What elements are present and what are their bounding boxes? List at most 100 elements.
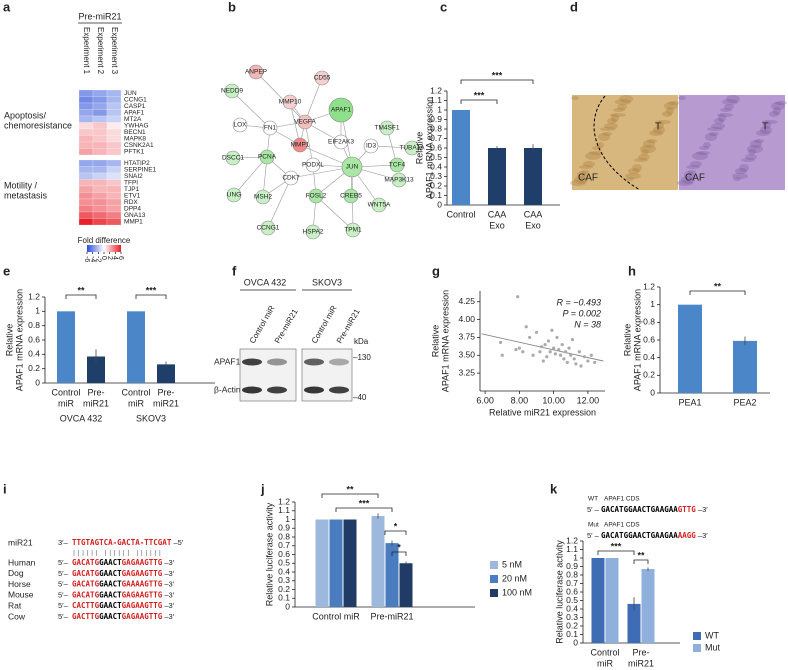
colorbar <box>87 245 121 252</box>
sequence: CACTTGGAACTGAGAAGTTG <box>72 601 163 610</box>
micrograph-texture <box>626 177 634 181</box>
heatmap-cell <box>78 172 94 180</box>
category-label: Control miR <box>312 611 360 621</box>
micrograph-texture <box>589 151 603 155</box>
y-tick-label: 1.2 <box>643 281 655 291</box>
heatmap-cell <box>92 205 108 213</box>
y-tick-label: 0.9 <box>278 523 290 533</box>
significance-label: ** <box>714 281 722 291</box>
gene-label: JUN <box>124 90 137 97</box>
column-label: Experiment 1 <box>82 27 91 75</box>
y-tick-label: 0 <box>650 387 655 397</box>
seq-segment: GAGAAGTTG <box>122 612 163 621</box>
network-node <box>314 70 330 86</box>
node-label: MAP3K13 <box>384 177 414 184</box>
micrograph-texture <box>718 114 726 122</box>
gene-label: TJP1 <box>124 186 140 193</box>
legend-label: 20 nM <box>502 573 527 583</box>
y-tick-label: 0.4 <box>278 566 290 576</box>
sequence: TTGTAGTCA-GACTA-TTCGAT <box>72 538 172 547</box>
heatmap-cell <box>106 198 122 206</box>
y-tick-label: 0.7 <box>430 133 442 143</box>
micrograph-texture <box>756 130 770 136</box>
band <box>267 386 287 394</box>
heatmap-cell <box>92 115 108 123</box>
node-label: PCNA <box>258 154 277 161</box>
gene-label: YWHAG <box>124 122 149 129</box>
node-label: PODXL <box>302 162 324 169</box>
y-axis-label: Relative <box>414 132 424 165</box>
point <box>560 342 564 347</box>
panel-letter: d <box>570 0 578 14</box>
panel-letter: g <box>432 263 440 278</box>
micrograph-texture <box>739 164 749 172</box>
sequence: GACATGGAACTGAGAAGTTG <box>72 569 163 578</box>
heatmap-cell <box>78 109 94 117</box>
heatmap-cell <box>106 205 122 213</box>
seq-end: –3′ <box>698 505 708 514</box>
category-label: Control <box>121 387 150 397</box>
region-label: T <box>762 122 768 133</box>
point <box>514 347 518 352</box>
seq-segment: GAGAAGTTG <box>122 558 163 567</box>
bar <box>127 311 145 383</box>
y-axis-label: APAF1 mRNA expression <box>632 289 642 391</box>
lane-label: Control miR <box>248 304 277 345</box>
bar <box>157 364 175 383</box>
node-label: HSPA2 <box>303 229 324 236</box>
node-label: EIF2AK3 <box>328 139 354 146</box>
heatmap-cell <box>78 128 94 136</box>
micrograph-texture <box>714 118 724 124</box>
heatmap-cell <box>78 115 94 123</box>
y-tick-label: 0 <box>437 199 442 209</box>
micrograph-texture <box>763 121 771 129</box>
micrograph-texture <box>574 176 588 184</box>
network-node <box>328 97 354 123</box>
point <box>572 357 576 361</box>
sequence: GACTTGGAACTGAGAAGTTG <box>72 612 163 621</box>
heatmap-header: Pre-miR21 <box>78 11 121 21</box>
seq-segment: GAACT <box>99 569 122 578</box>
network-node <box>333 134 349 150</box>
y-tick-label: 0.3 <box>566 612 578 622</box>
micrograph-texture <box>754 139 764 143</box>
seq-segment: GAACT <box>99 590 122 599</box>
network-node <box>226 187 242 203</box>
point <box>567 346 571 350</box>
micrograph-texture <box>775 101 787 105</box>
significance-label: *** <box>359 498 370 508</box>
micrograph-texture <box>681 176 695 184</box>
point <box>538 350 542 354</box>
micrograph-texture <box>628 168 640 174</box>
micrograph-texture <box>579 165 593 169</box>
construct-gene: APAF1 CDS <box>604 522 640 529</box>
point <box>545 355 549 359</box>
micrograph-texture <box>598 133 610 141</box>
heatmap-cell <box>106 115 122 123</box>
network-node <box>255 189 271 205</box>
network-node <box>343 188 359 204</box>
micrograph-texture <box>678 96 686 100</box>
heatmap-cell <box>92 166 108 174</box>
micrograph-texture <box>640 145 656 153</box>
node-label: UNG <box>227 192 241 199</box>
y-tick-label: 0.1 <box>430 190 442 200</box>
x-tick-label: 12.00 <box>577 395 600 405</box>
heatmap-cell <box>78 218 94 226</box>
point <box>582 355 587 359</box>
bar <box>87 356 105 383</box>
micrograph-texture <box>585 152 601 160</box>
band <box>329 386 349 394</box>
heatmap-cell <box>106 102 122 110</box>
y-tick-label: 0 <box>573 637 578 647</box>
y-tick-label: 0.2 <box>430 180 442 190</box>
x-tick-label: 8.00 <box>511 395 529 405</box>
network-node <box>363 138 379 154</box>
y-tick-label: 0.5 <box>566 595 578 605</box>
micrograph-texture <box>619 95 633 103</box>
blot-group: OVCA 432 <box>244 277 287 287</box>
micrograph-texture <box>649 130 663 136</box>
significance-label: *** <box>611 541 622 551</box>
micrograph-texture <box>610 113 626 117</box>
network-node <box>282 94 298 110</box>
